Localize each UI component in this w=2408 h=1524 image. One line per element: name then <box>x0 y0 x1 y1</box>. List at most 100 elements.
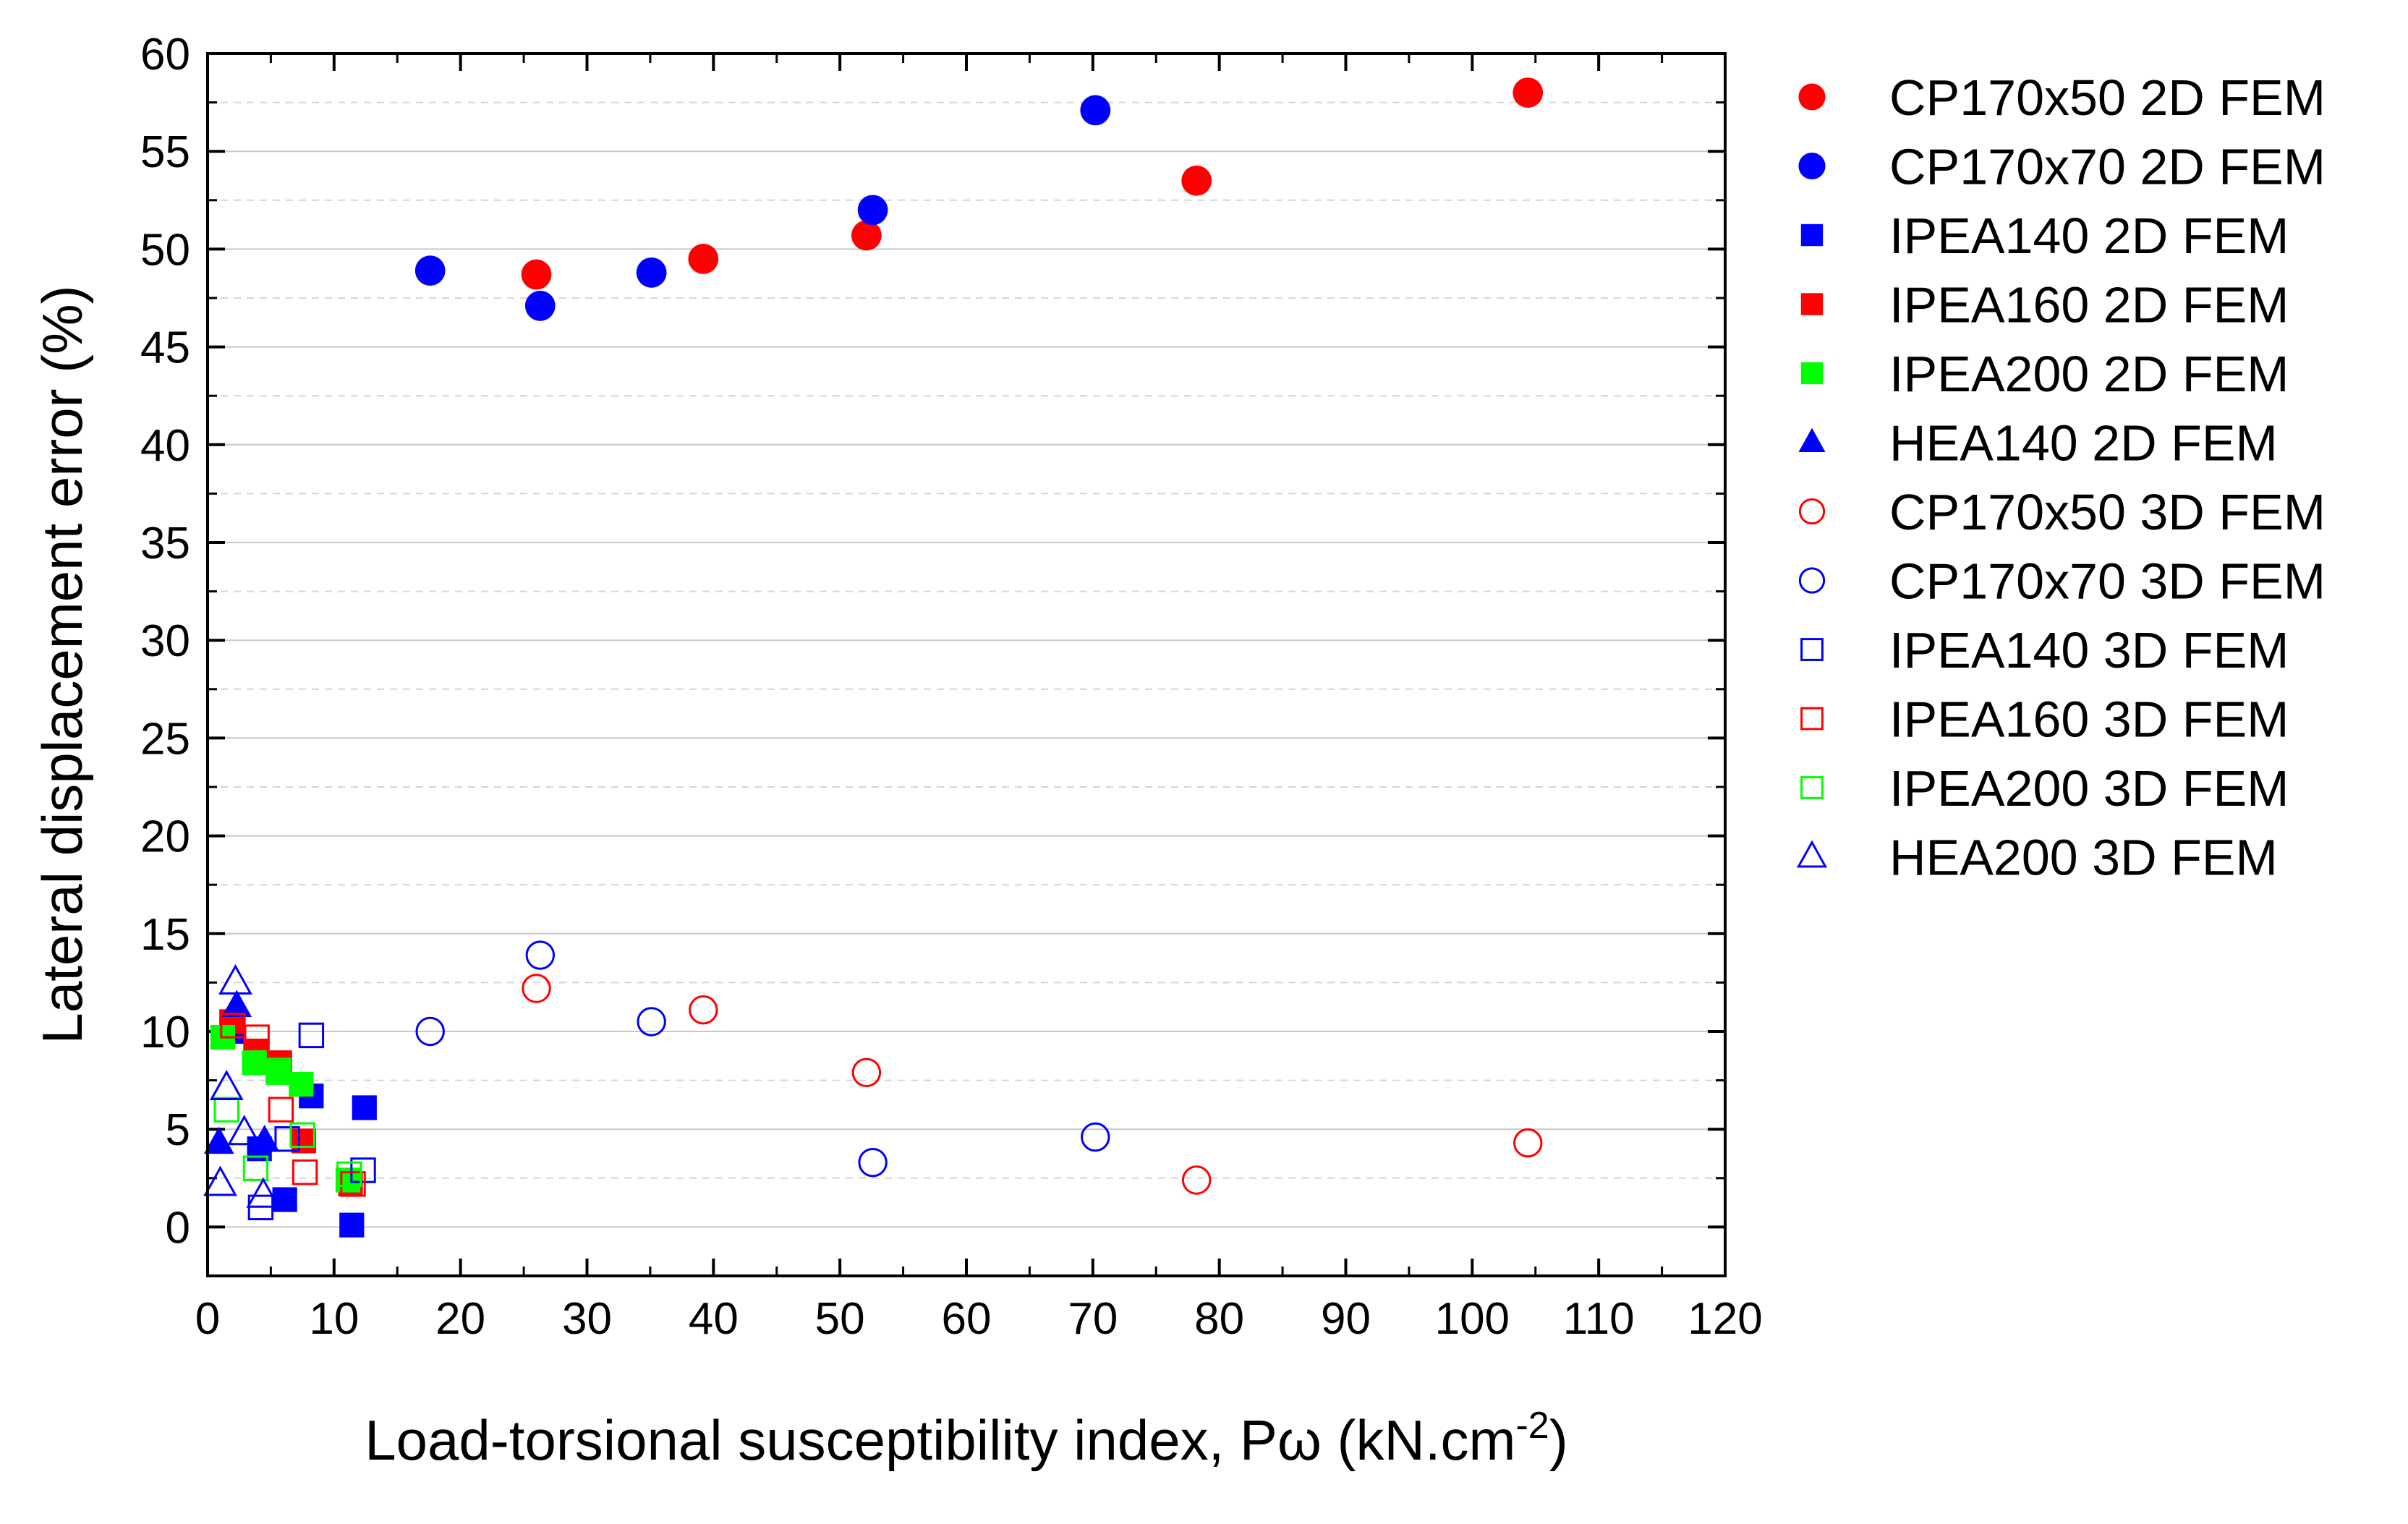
legend-label: IPEA200 3D FEM <box>1889 760 2289 817</box>
x-axis-title: Load-torsional susceptibility index, Pω … <box>365 1405 1567 1472</box>
legend-marker <box>1798 152 1826 180</box>
y-tick-label: 55 <box>140 127 190 177</box>
y-tick-label: 50 <box>140 225 190 275</box>
y-tick-label: 20 <box>140 812 190 862</box>
y-tick-label: 15 <box>140 910 190 960</box>
legend-label: CP170x70 2D FEM <box>1889 139 2326 195</box>
data-point <box>636 257 667 288</box>
data-point <box>298 1022 325 1049</box>
data-point <box>688 244 719 274</box>
data-point <box>227 1115 262 1146</box>
data-point <box>292 1159 318 1185</box>
x-tick-label: 120 <box>1688 1294 1762 1344</box>
series-0 <box>521 77 1544 290</box>
series-7 <box>415 940 1110 1178</box>
legend-label: IPEA200 2D FEM <box>1889 346 2289 402</box>
data-point <box>352 1095 377 1120</box>
data-point <box>213 1097 239 1123</box>
x-tick-label: 20 <box>435 1294 485 1344</box>
data-point <box>858 1147 888 1178</box>
series-1 <box>414 95 1111 321</box>
grid-lines <box>208 53 1725 1228</box>
data-point <box>203 1165 237 1196</box>
data-point <box>336 1161 362 1188</box>
data-point <box>851 1057 882 1088</box>
legend: CP170x50 2D FEM CP170x70 2D FEM IPEA140 2D… <box>1796 69 2326 886</box>
legend-label: HEA200 3D FEM <box>1889 830 2278 886</box>
data-point <box>1081 1122 1110 1152</box>
legend-marker <box>1798 83 1826 111</box>
legend-label: IPEA140 3D FEM <box>1889 622 2289 678</box>
data-point <box>242 1050 267 1076</box>
x-tick-label: 70 <box>1068 1294 1118 1344</box>
x-axis-title-end: ) <box>1549 1408 1568 1472</box>
y-tick-label: 60 <box>140 30 190 80</box>
legend-marker <box>1800 776 1824 799</box>
data-point <box>525 940 556 970</box>
data-point <box>414 255 446 286</box>
y-tick-label: 10 <box>140 1008 190 1057</box>
series-10 <box>213 1057 362 1188</box>
data-point <box>339 1212 365 1238</box>
data-point <box>524 290 556 321</box>
legend-marker <box>1800 362 1824 385</box>
legend-marker <box>1800 707 1824 731</box>
legend-label: IPEA160 3D FEM <box>1889 691 2289 748</box>
y-tick-label: 35 <box>140 519 190 569</box>
data-point <box>289 1071 314 1097</box>
data-point <box>244 1024 270 1050</box>
y-tick-label: 5 <box>166 1105 190 1155</box>
legend-label: CP170x50 2D FEM <box>1889 69 2326 126</box>
x-axis-title-superscript: -2 <box>1515 1405 1549 1447</box>
y-tick-label: 40 <box>140 421 190 471</box>
data-point <box>1080 95 1111 126</box>
y-tick-label: 45 <box>140 323 190 373</box>
x-tick-label: 30 <box>562 1294 612 1344</box>
data-point <box>203 1126 234 1154</box>
series-11 <box>203 964 281 1208</box>
data-point <box>291 1128 316 1154</box>
x-tick-label: 10 <box>309 1294 359 1344</box>
data-point <box>246 1177 281 1208</box>
y-tick-label: 25 <box>140 714 190 764</box>
data-point <box>1181 1165 1212 1195</box>
data-point <box>274 1126 300 1152</box>
data-point <box>637 1007 666 1036</box>
x-tick-label: 110 <box>1563 1294 1635 1344</box>
legend-label: CP170x70 3D FEM <box>1889 553 2326 610</box>
data-point <box>521 259 552 290</box>
data-point <box>218 964 252 995</box>
legend-marker <box>1800 638 1824 661</box>
data-point <box>272 1187 297 1212</box>
data-point <box>689 995 718 1025</box>
legend-marker <box>1798 567 1826 594</box>
legend-marker <box>1800 224 1824 247</box>
data-point <box>265 1060 292 1085</box>
data-point <box>265 1057 292 1084</box>
data-point <box>289 1122 315 1149</box>
series-9 <box>220 1013 366 1197</box>
legend-label: HEA140 2D FEM <box>1889 415 2278 472</box>
data-point <box>1513 1128 1543 1158</box>
data-point <box>1181 165 1212 196</box>
data-markers <box>203 77 1544 1238</box>
data-point <box>857 195 888 226</box>
x-tick-label: 100 <box>1435 1294 1510 1344</box>
legend-label: IPEA140 2D FEM <box>1889 208 2289 264</box>
data-point <box>350 1157 376 1183</box>
series-6 <box>522 974 1543 1195</box>
data-point <box>851 220 882 251</box>
legend-marker <box>1800 293 1824 315</box>
legend-marker <box>1798 427 1826 452</box>
y-tick-label: 0 <box>166 1203 190 1253</box>
x-tick-label: 80 <box>1194 1294 1244 1344</box>
data-point <box>415 1016 445 1047</box>
tick-labels: 0 5 10 15 20 25 30 35 40 45 50 55 60 0 10 20 30 40 50 60 70 8… <box>140 30 1763 1344</box>
data-point <box>242 1155 269 1181</box>
series-8 <box>247 1022 376 1221</box>
data-point <box>340 1171 366 1197</box>
data-point <box>522 974 551 1003</box>
y-axis-title: Lateral displacement error (%) <box>30 285 94 1044</box>
y-tick-label: 30 <box>140 616 190 666</box>
